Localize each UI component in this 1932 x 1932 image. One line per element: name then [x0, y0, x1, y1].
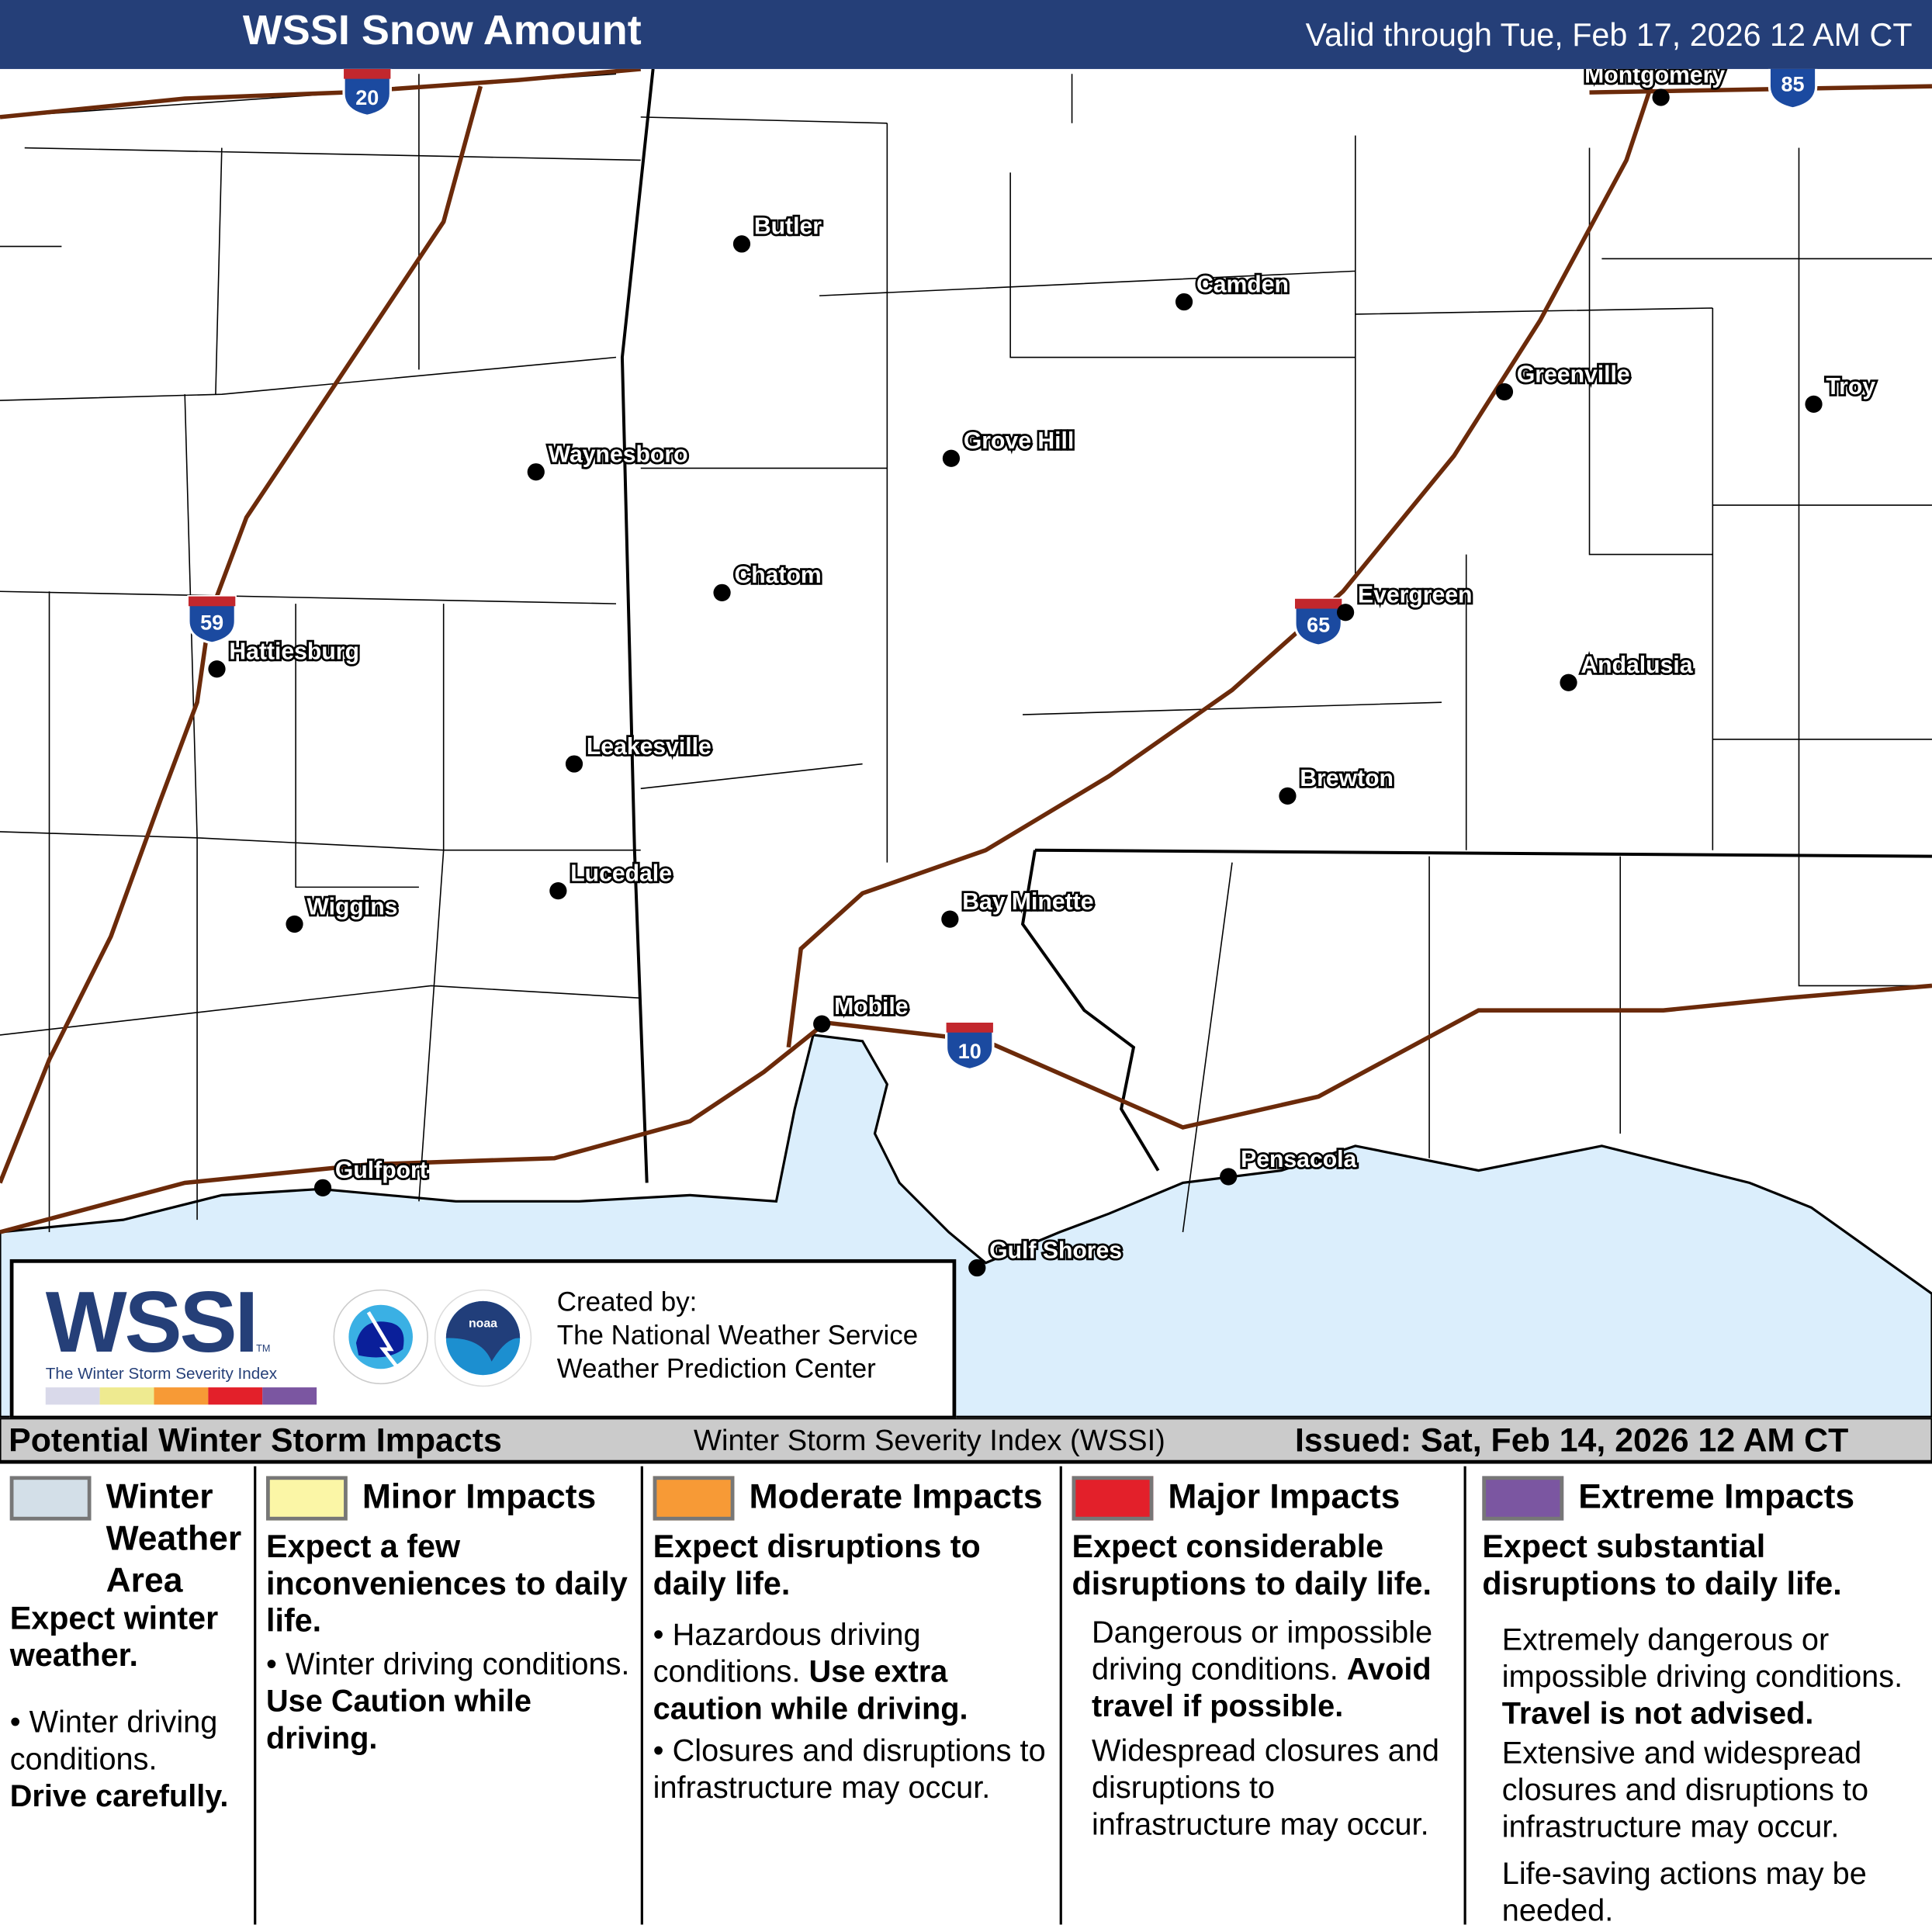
city-dot: [1652, 88, 1670, 106]
svg-text:noaa: noaa: [469, 1317, 497, 1330]
city-label: Pensacola: [1241, 1147, 1356, 1172]
creator-nws: The National Weather Service: [556, 1319, 919, 1351]
city-label: Wiggins: [306, 894, 397, 919]
scale-swatch: [208, 1387, 263, 1405]
city-dot: [549, 882, 567, 900]
i20-label: 20: [355, 86, 379, 109]
city-dot: [208, 660, 226, 678]
city-dot: [732, 235, 751, 253]
city-dot: [813, 1015, 831, 1033]
city-dot: [1495, 383, 1514, 401]
scale-swatch: [45, 1387, 100, 1405]
creator-wpc: Weather Prediction Center: [556, 1352, 876, 1384]
city-label: Andalusia: [1581, 653, 1692, 678]
header: WSSI Snow Amount Valid through Tue, Feb …: [0, 0, 1932, 69]
credit-box: WSSITM The Winter Storm Severity Index n…: [9, 1259, 957, 1420]
nws-logo: [333, 1289, 428, 1385]
legend-title: Potential Winter Storm Impacts: [9, 1421, 502, 1459]
city-label: Grove Hill: [964, 428, 1074, 454]
city-label: Waynesboro: [549, 442, 688, 468]
city-label: Lucedale: [570, 860, 672, 886]
city-label: Greenville: [1517, 362, 1630, 387]
cities: Montgomery Butler Camden Greenville Troy Wayn…: [208, 69, 1878, 1277]
city-dot: [1805, 395, 1823, 413]
city-label: Mobile: [834, 994, 909, 1020]
city-label: Gulf Shores: [989, 1238, 1122, 1263]
city-label: Evergreen: [1358, 583, 1473, 608]
valid-time: Valid through Tue, Feb 17, 2026 12 AM CT: [1305, 16, 1913, 54]
legend-winter-weather-area: Winter Weather Area Expect winter weathe…: [9, 1476, 242, 1814]
city-label: Gulfport: [335, 1158, 428, 1183]
legend-major-impacts: Major Impacts Expect considerable disrup…: [1072, 1476, 1439, 1843]
city-dot: [1175, 293, 1193, 311]
svg-text:59: 59: [200, 611, 223, 634]
city-dot: [313, 1179, 332, 1196]
city-dot: [527, 463, 545, 481]
scale-swatch: [99, 1387, 154, 1405]
city-label: Hattiesburg: [229, 639, 359, 665]
wssi-color-scale: [45, 1387, 317, 1405]
city-label: Montgomery: [1584, 69, 1725, 88]
interstates: [0, 68, 1932, 1234]
wssi-logo: WSSITM The Winter Storm Severity Index: [45, 1272, 317, 1405]
svg-text:65: 65: [1307, 614, 1330, 637]
city-label: Brewton: [1300, 766, 1394, 791]
created-by-label: Created by:: [556, 1286, 698, 1317]
city-dot: [565, 755, 583, 773]
legend-minor-impacts: Minor Impacts Expect a few inconvenience…: [266, 1476, 630, 1756]
scale-swatch: [262, 1387, 317, 1405]
impact-legend: Winter Weather Area Expect winter weathe…: [0, 1464, 1932, 1932]
city-label: Butler: [754, 214, 822, 240]
city-label: Leakesville: [587, 734, 712, 760]
map-title: WSSI Snow Amount: [242, 7, 642, 54]
issued-time: Issued: Sat, Feb 14, 2026 12 AM CT: [1294, 1421, 1849, 1459]
city-dot: [941, 910, 959, 928]
city-dot: [942, 449, 961, 467]
city-label: Troy: [1826, 374, 1875, 400]
city-label: Chatom: [734, 563, 821, 588]
state-lines: [620, 68, 1932, 1183]
legend-title-bar: Potential Winter Storm Impacts Winter St…: [0, 1418, 1932, 1464]
city-dot: [286, 915, 303, 933]
city-dot: [1336, 604, 1355, 621]
city-dot: [713, 583, 731, 601]
city-label: Bay Minette: [962, 889, 1093, 915]
city-dot: [1560, 673, 1577, 691]
noaa-logo: noaa: [434, 1289, 532, 1387]
city-dot: [1279, 787, 1297, 805]
svg-text:10: 10: [958, 1040, 982, 1063]
city-dot: [1220, 1168, 1238, 1186]
interstate-shields: 20 85 59 65 10: [187, 68, 1818, 1072]
legend-moderate-impacts: Moderate Impacts Expect disruptions to d…: [653, 1476, 1046, 1806]
svg-text:85: 85: [1781, 73, 1805, 96]
legend-extreme-impacts: Extreme Impacts Expect substantial disru…: [1482, 1476, 1903, 1929]
index-name: Winter Storm Severity Index (WSSI): [694, 1424, 1165, 1458]
city-label: Camden: [1196, 272, 1289, 297]
scale-swatch: [154, 1387, 209, 1405]
city-dot: [968, 1259, 986, 1277]
map: 20 85 59 65 10 Montgomery Butler Camden Gre…: [0, 68, 1932, 1418]
